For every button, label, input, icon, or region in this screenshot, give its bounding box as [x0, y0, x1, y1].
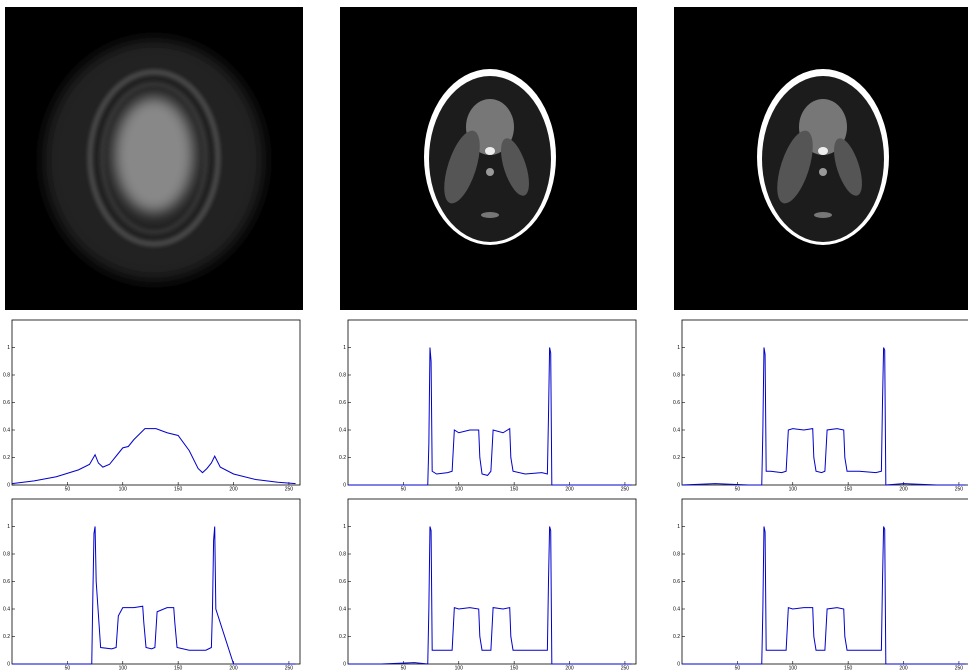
y-tick-label: 0 — [343, 661, 346, 667]
profile-line — [11, 428, 296, 485]
y-tick-label: 0 — [7, 661, 10, 667]
x-tick-label: 150 — [510, 665, 519, 671]
x-tick-label: 200 — [229, 486, 238, 492]
x-tick-label: 200 — [229, 665, 238, 671]
reconstruction-image — [340, 7, 637, 310]
plot-frame — [11, 319, 301, 486]
x-tick-label: 250 — [621, 665, 630, 671]
x-tick-label: 100 — [789, 665, 798, 671]
y-tick-label: 0.8 — [3, 551, 10, 557]
y-tick-label: 0.6 — [339, 579, 346, 585]
y-tick-label: 0.8 — [673, 372, 680, 378]
y-tick-label: 0.8 — [3, 372, 10, 378]
y-tick-label: 0.2 — [3, 455, 10, 461]
x-tick-label: 100 — [455, 486, 464, 492]
y-tick-label: 0.2 — [339, 455, 346, 461]
plot-frame — [11, 498, 301, 665]
y-tick-label: 0.4 — [3, 606, 10, 612]
y-tick-label: 0 — [677, 661, 680, 667]
profile-line — [348, 347, 632, 486]
x-tick-label: 150 — [174, 665, 183, 671]
y-tick-label: 0.4 — [673, 606, 680, 612]
y-tick-label: 0.4 — [673, 427, 680, 433]
x-tick-label: 200 — [565, 665, 574, 671]
y-tick-label: 0.6 — [339, 400, 346, 406]
x-tick-label: 50 — [735, 665, 741, 671]
y-tick-label: 1 — [343, 345, 346, 351]
x-tick-label: 250 — [285, 665, 294, 671]
x-tick-label: 50 — [65, 486, 71, 492]
y-tick-label: 1 — [7, 345, 10, 351]
plot-frame — [347, 319, 637, 486]
plot-frame — [347, 498, 637, 665]
y-tick-label: 1 — [677, 345, 680, 351]
x-tick-label: 50 — [65, 665, 71, 671]
y-tick-label: 0 — [7, 482, 10, 488]
x-tick-label: 150 — [844, 486, 853, 492]
x-tick-label: 100 — [789, 486, 798, 492]
x-tick-label: 50 — [735, 486, 741, 492]
x-tick-label: 100 — [455, 665, 464, 671]
y-tick-label: 0.8 — [339, 372, 346, 378]
y-tick-label: 0.6 — [3, 400, 10, 406]
x-tick-label: 250 — [955, 665, 964, 671]
x-tick-label: 100 — [119, 486, 128, 492]
y-tick-label: 0.8 — [673, 551, 680, 557]
profile-line — [682, 526, 966, 665]
y-tick-label: 0.6 — [673, 400, 680, 406]
x-tick-label: 100 — [119, 665, 128, 671]
x-tick-label: 150 — [510, 486, 519, 492]
y-tick-label: 0.4 — [339, 427, 346, 433]
y-tick-label: 0.2 — [673, 455, 680, 461]
x-tick-label: 150 — [844, 665, 853, 671]
x-tick-label: 200 — [565, 486, 574, 492]
y-tick-label: 0.4 — [339, 606, 346, 612]
x-tick-label: 200 — [899, 486, 908, 492]
x-tick-label: 150 — [174, 486, 183, 492]
y-tick-label: 0 — [343, 482, 346, 488]
x-tick-label: 50 — [401, 486, 407, 492]
profile-line — [681, 347, 966, 486]
reconstruction-image — [674, 7, 968, 310]
y-tick-label: 0.2 — [3, 634, 10, 640]
y-tick-label: 1 — [677, 524, 680, 530]
y-tick-label: 0.6 — [3, 579, 10, 585]
y-tick-label: 0.4 — [3, 427, 10, 433]
y-tick-label: 0.6 — [673, 579, 680, 585]
x-tick-label: 250 — [955, 486, 964, 492]
x-tick-label: 50 — [401, 665, 407, 671]
profile-line — [348, 526, 632, 665]
y-tick-label: 0 — [677, 482, 680, 488]
y-tick-label: 0.8 — [339, 551, 346, 557]
y-tick-label: 0.2 — [673, 634, 680, 640]
y-tick-label: 1 — [7, 524, 10, 530]
x-tick-label: 250 — [285, 486, 294, 492]
y-tick-label: 0.2 — [339, 634, 346, 640]
profile-line — [12, 526, 296, 665]
blurred-image — [5, 7, 303, 310]
x-tick-label: 250 — [621, 486, 630, 492]
x-tick-label: 200 — [899, 665, 908, 671]
y-tick-label: 1 — [343, 524, 346, 530]
